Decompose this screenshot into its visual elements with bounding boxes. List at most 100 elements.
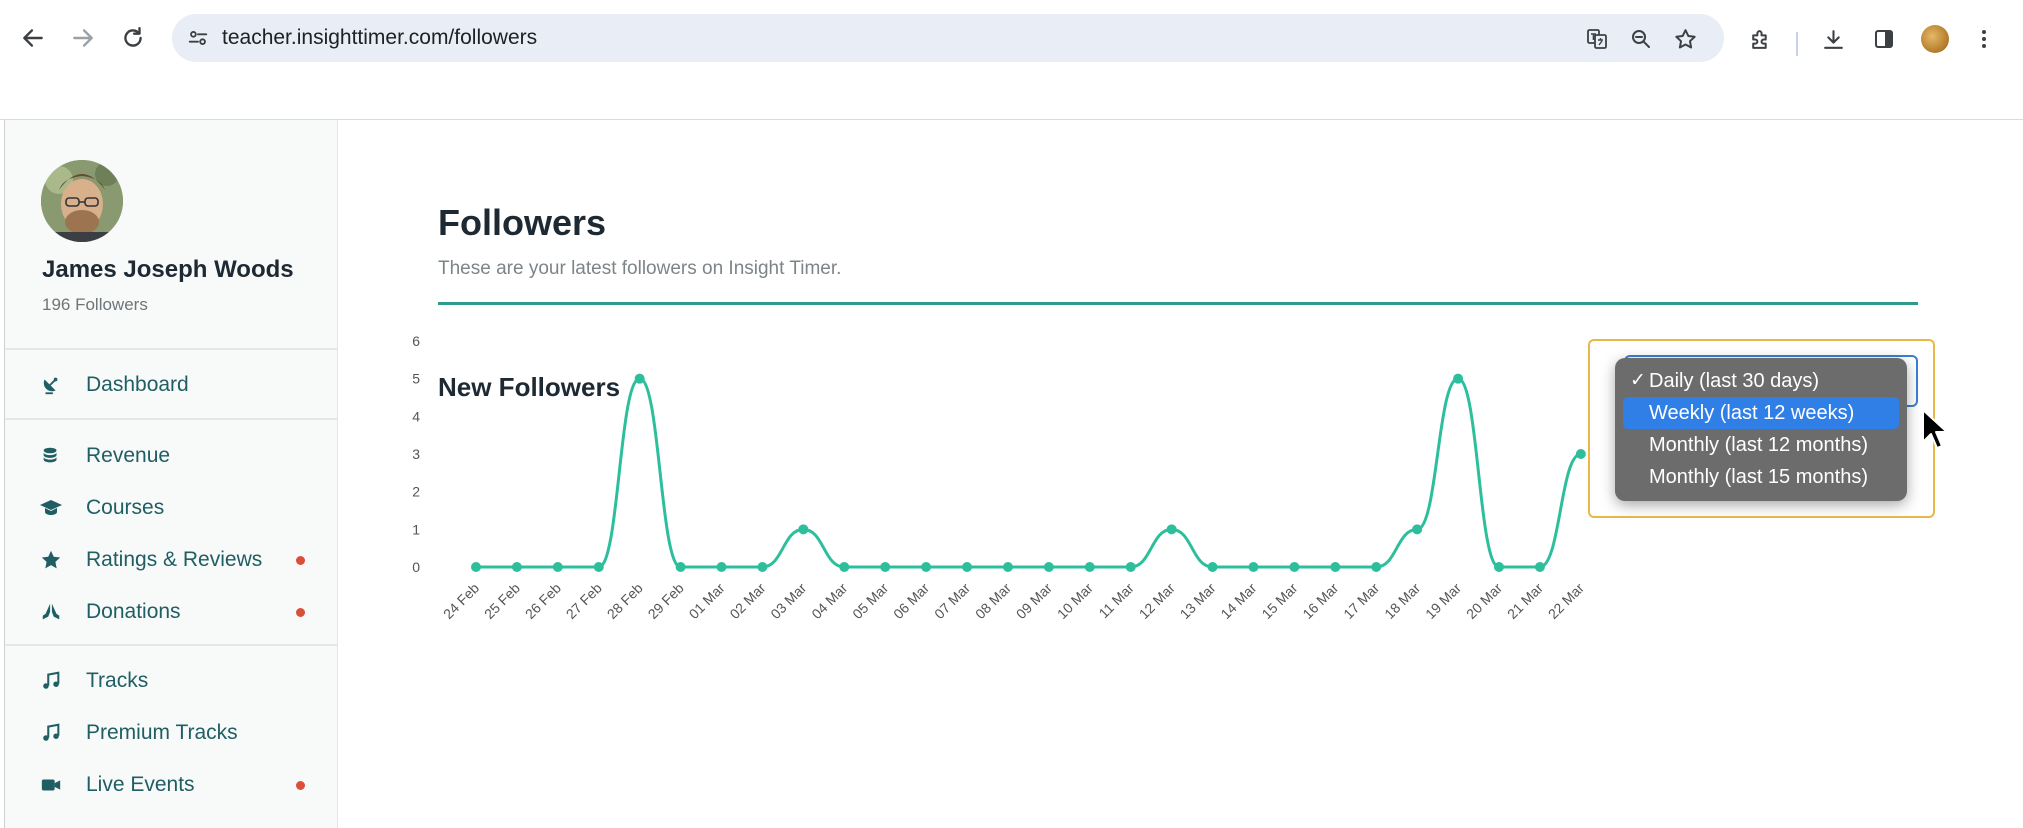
sidebar-item-premium-tracks[interactable]: Premium Tracks xyxy=(5,711,338,755)
data-point[interactable] xyxy=(1453,373,1464,384)
y-tick-label: 5 xyxy=(412,371,420,387)
sidebar-item-courses[interactable]: Courses xyxy=(5,486,338,530)
sidebar-item-ratings-reviews[interactable]: Ratings & Reviews xyxy=(5,538,338,582)
data-point[interactable] xyxy=(1084,562,1095,572)
data-point[interactable] xyxy=(757,562,768,572)
x-tick-label: 07 Mar xyxy=(931,580,973,622)
sidebar-item-label: Dashboard xyxy=(86,373,189,396)
period-option[interactable]: Monthly (last 12 months) xyxy=(1623,429,1899,461)
data-point[interactable] xyxy=(1371,562,1382,572)
x-tick-label: 10 Mar xyxy=(1054,580,1096,622)
back-button[interactable] xyxy=(8,8,58,68)
data-point[interactable] xyxy=(1043,562,1054,572)
period-option[interactable]: Monthly (last 15 months) xyxy=(1623,461,1899,493)
sidebar: James Joseph Woods 196 Followers Dashboa… xyxy=(4,120,338,828)
x-tick-label: 25 Feb xyxy=(481,580,523,622)
coins-icon xyxy=(39,444,63,468)
music-note-icon xyxy=(39,721,63,745)
data-point[interactable] xyxy=(839,562,850,572)
video-camera-icon xyxy=(39,773,63,797)
address-bar[interactable]: teacher.insighttimer.com/followers xyxy=(172,14,1724,62)
period-option-label: Monthly (last 15 months) xyxy=(1649,466,1868,488)
data-point[interactable] xyxy=(716,562,727,572)
notification-badge xyxy=(296,607,305,617)
sidebar-item-label: Revenue xyxy=(86,444,171,467)
download-icon[interactable] xyxy=(1815,21,1851,57)
data-point[interactable] xyxy=(1534,562,1545,572)
graduation-cap-icon xyxy=(39,496,63,520)
kebab-menu-icon[interactable] xyxy=(1966,21,2002,57)
x-tick-label: 15 Mar xyxy=(1258,580,1300,622)
data-point[interactable] xyxy=(511,562,522,572)
data-point[interactable] xyxy=(1494,562,1504,572)
data-point[interactable] xyxy=(1125,562,1136,572)
browser-toolbar: teacher.insighttimer.com/followers xyxy=(0,8,2023,68)
reload-button[interactable] xyxy=(108,8,158,68)
arrow-right-icon xyxy=(73,29,93,47)
data-point[interactable] xyxy=(675,562,686,572)
data-point[interactable] xyxy=(552,562,563,572)
x-tick-label: 12 Mar xyxy=(1136,580,1178,622)
y-tick-label: 0 xyxy=(412,559,420,575)
main-content: Followers These are your latest follower… xyxy=(338,120,2018,828)
data-point[interactable] xyxy=(921,562,932,572)
period-option[interactable]: Weekly (last 12 weeks) xyxy=(1623,397,1899,429)
x-tick-label: 16 Mar xyxy=(1299,580,1341,622)
y-tick-label: 4 xyxy=(412,408,420,424)
notification-badge xyxy=(296,555,305,565)
data-point[interactable] xyxy=(593,562,604,572)
data-point[interactable] xyxy=(1289,562,1300,572)
data-point[interactable] xyxy=(1412,524,1423,535)
profile-name: James Joseph Woods xyxy=(42,256,294,283)
data-point[interactable] xyxy=(798,524,809,535)
page-title: Followers xyxy=(438,202,607,243)
forward-button[interactable] xyxy=(58,8,108,68)
x-tick-label: 27 Feb xyxy=(563,580,605,622)
bookmark-star-icon[interactable] xyxy=(1668,22,1702,56)
avatar[interactable] xyxy=(41,160,123,242)
series-line xyxy=(475,377,1582,569)
x-tick-label: 14 Mar xyxy=(1217,580,1259,622)
sidebar-item-tracks[interactable]: Tracks xyxy=(5,659,338,703)
sidebar-item-revenue[interactable]: Revenue xyxy=(5,434,338,478)
x-tick-label: 26 Feb xyxy=(522,580,564,622)
sidebar-item-dashboard[interactable]: Dashboard xyxy=(5,363,338,407)
zoom-icon[interactable] xyxy=(1624,22,1658,56)
sidebar-item-label: Live Events xyxy=(86,773,195,796)
data-point[interactable] xyxy=(962,562,973,572)
data-point[interactable] xyxy=(1002,562,1013,572)
sidebar-item-live-events[interactable]: Live Events xyxy=(5,763,338,807)
translate-icon[interactable] xyxy=(1580,22,1614,56)
profile-avatar-icon[interactable] xyxy=(1917,21,1953,57)
y-axis: 0 1 2 3 4 5 6 xyxy=(412,333,420,575)
x-tick-label: 19 Mar xyxy=(1422,580,1464,622)
data-point[interactable] xyxy=(1330,562,1341,572)
data-point[interactable] xyxy=(880,562,891,572)
url-text[interactable]: teacher.insighttimer.com/followers xyxy=(222,26,538,49)
x-tick-label: 11 Mar xyxy=(1095,580,1137,622)
browser-chrome: teacher.insighttimer.com/followers xyxy=(0,0,2023,120)
data-point[interactable] xyxy=(1248,562,1259,572)
data-point[interactable] xyxy=(1166,524,1177,535)
extensions-icon[interactable] xyxy=(1742,21,1778,57)
x-tick-label: 08 Mar xyxy=(972,580,1014,622)
side-panel-icon[interactable] xyxy=(1866,21,1902,57)
y-tick-label: 1 xyxy=(412,521,420,537)
sidebar-item-label: Donations xyxy=(86,600,181,623)
site-settings-icon[interactable] xyxy=(184,24,212,52)
data-point[interactable] xyxy=(1207,562,1218,572)
data-point[interactable] xyxy=(634,373,645,384)
title-underline xyxy=(438,302,1918,305)
sidebar-item-donations[interactable]: Donations xyxy=(5,590,338,634)
x-tick-label: 09 Mar xyxy=(1013,580,1055,622)
sidebar-divider xyxy=(5,418,338,420)
music-note-icon xyxy=(39,669,63,693)
data-point[interactable] xyxy=(1575,449,1586,459)
star-icon xyxy=(39,548,63,572)
period-option-label: Daily (last 30 days) xyxy=(1649,370,1820,392)
data-point[interactable] xyxy=(471,562,481,572)
y-tick-label: 2 xyxy=(412,484,420,500)
period-option[interactable]: ✓ Daily (last 30 days) xyxy=(1623,365,1899,397)
x-tick-label: 24 Feb xyxy=(440,580,482,622)
